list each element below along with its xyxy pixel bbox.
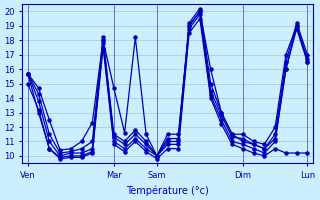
X-axis label: Température (°c): Température (°c)	[126, 185, 209, 196]
